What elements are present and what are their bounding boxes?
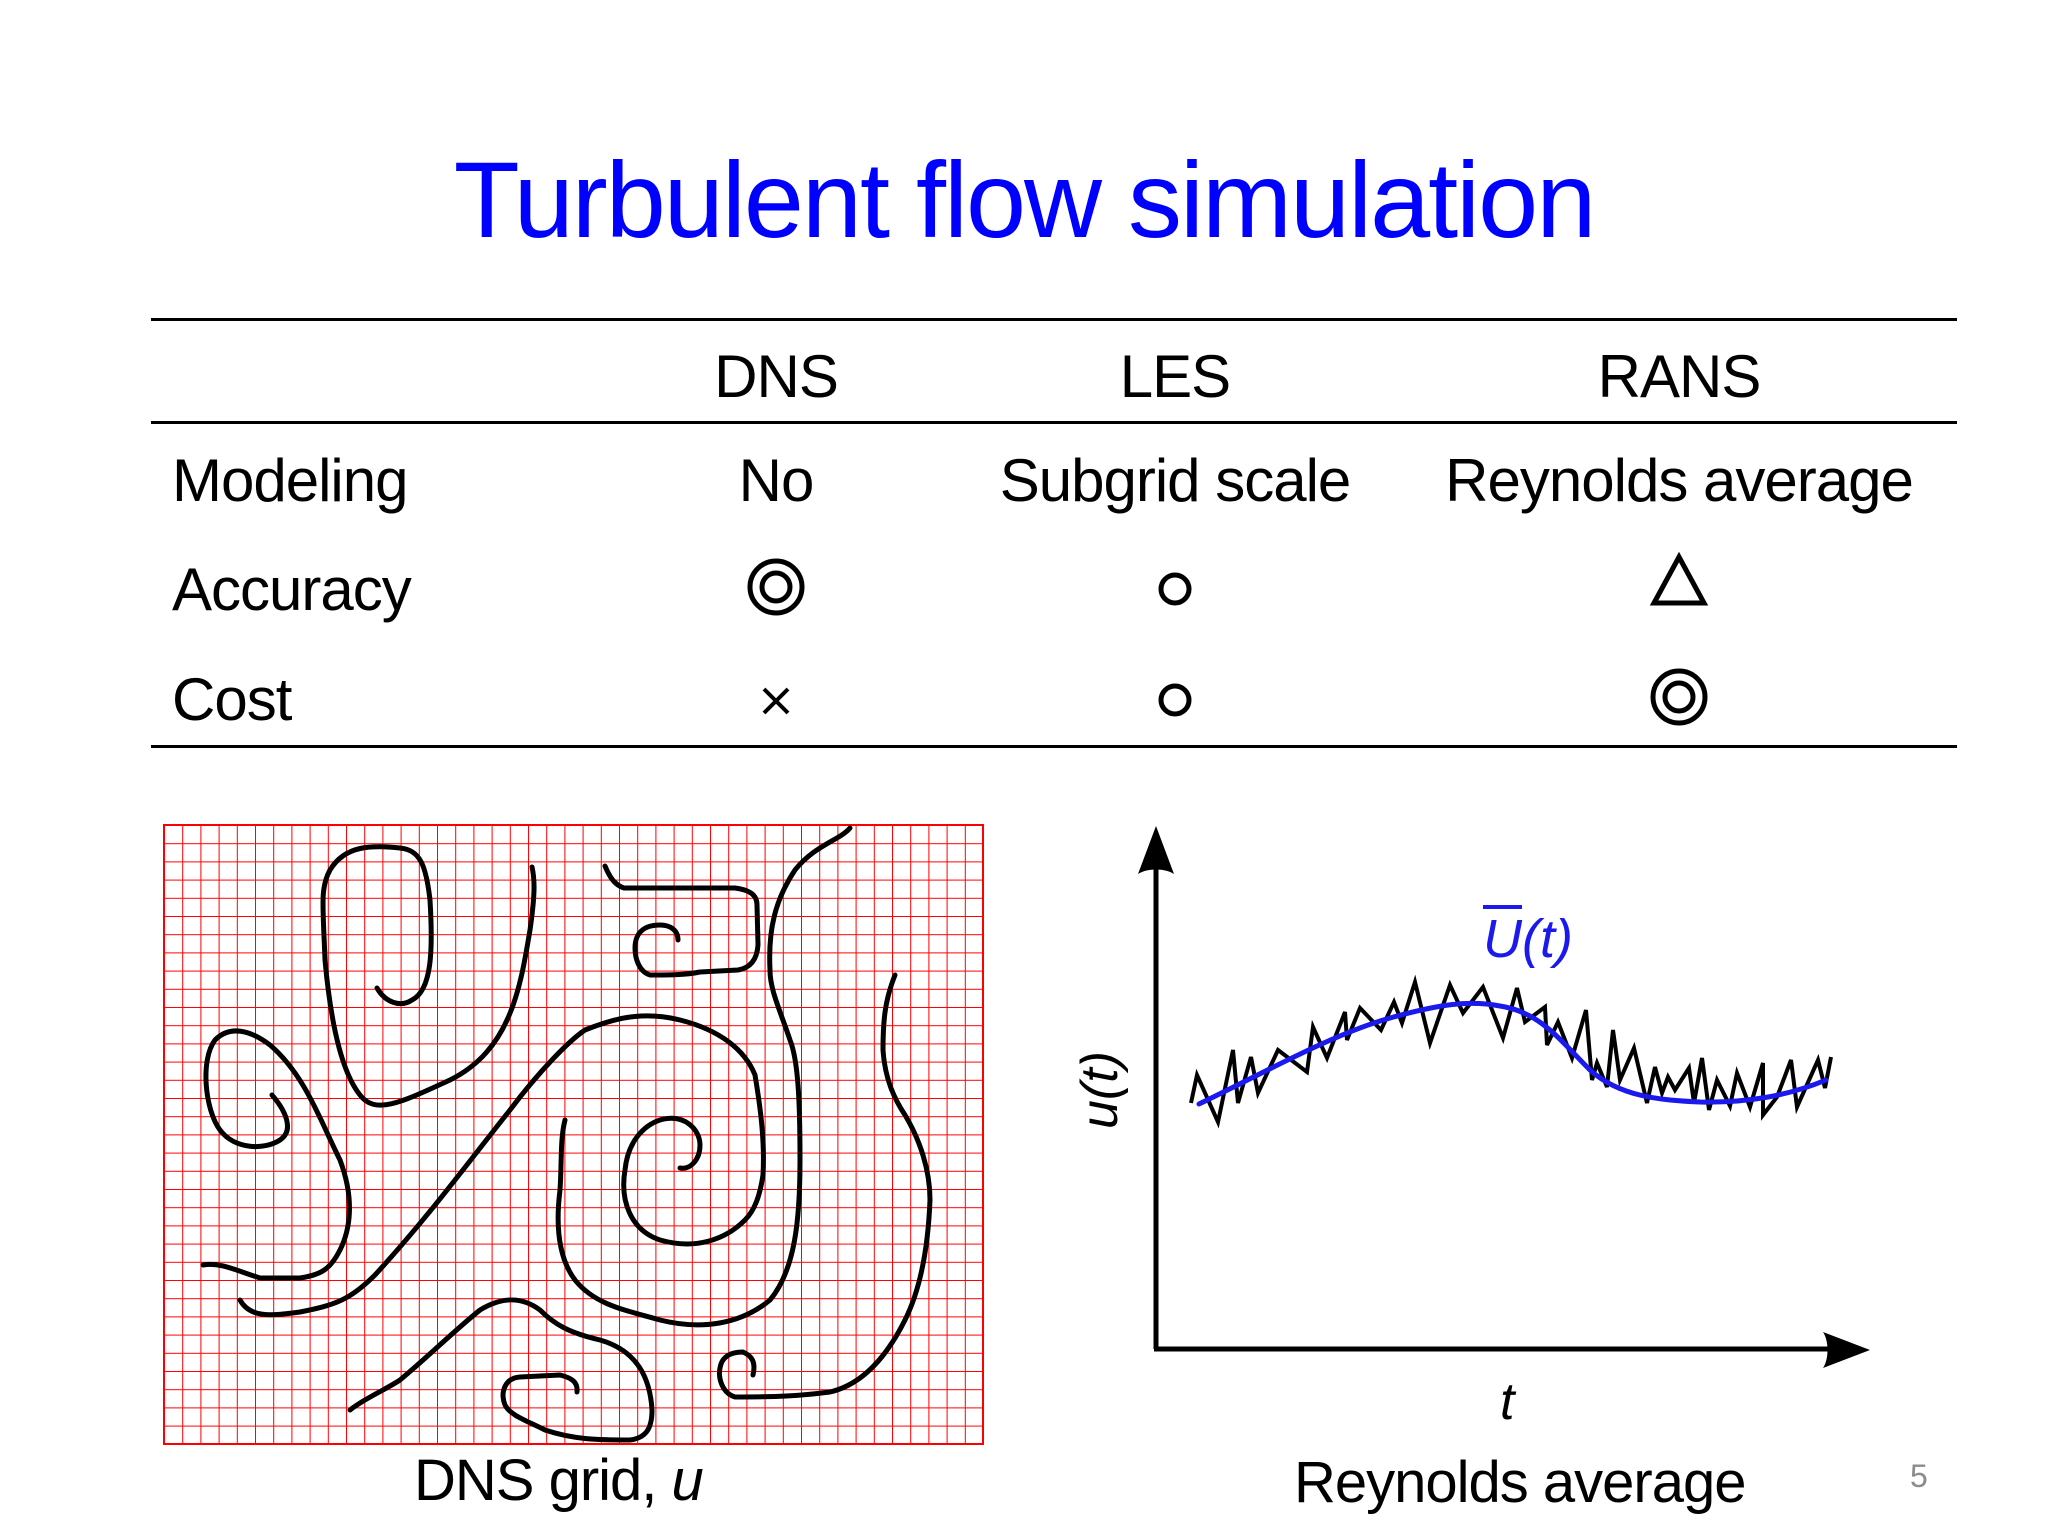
caption-text: DNS grid, (414, 1448, 672, 1513)
row-label-accuracy: Accuracy (172, 556, 412, 623)
mean-curve-line (1196, 1000, 1829, 1107)
page-number: 5 (1910, 1458, 1928, 1494)
circle-icon (1158, 683, 1192, 717)
y-axis (1138, 826, 1174, 1349)
mean-label-argument: (t) (1522, 909, 1573, 969)
arrow-up-icon (1138, 826, 1174, 874)
x-axis (1154, 1332, 1870, 1368)
column-header-les: LES (1119, 343, 1231, 410)
table-top-rule (151, 318, 1957, 321)
row-label-modeling: Modeling (172, 447, 408, 514)
cross-icon (762, 687, 790, 715)
circle-icon (1158, 572, 1192, 606)
vortex-strokes (200, 825, 933, 1443)
mean-curve-label: U(t) (1483, 904, 1573, 974)
table-bottom-rule (151, 745, 1957, 748)
x-axis-label: t (1500, 1373, 1515, 1431)
double-circle-icon (747, 558, 805, 616)
triangle-icon (1649, 551, 1709, 606)
y-axis-label: u(t) (1071, 1051, 1129, 1129)
reynolds-average-caption: Reynolds average (1294, 1450, 1747, 1515)
dns-grid-caption: DNS grid, u (414, 1448, 704, 1514)
cell-modeling-rans: Reynolds average (1445, 447, 1914, 514)
cell-modeling-les: Subgrid scale (999, 447, 1352, 514)
caption-variable: u (671, 1448, 704, 1513)
slide-title: Turbulent flow simulation (453, 139, 1597, 260)
double-circle-icon (1650, 668, 1708, 726)
column-header-rans: RANS (1597, 343, 1762, 410)
column-header-dns: DNS (714, 343, 839, 410)
arrow-right-icon (1823, 1332, 1870, 1368)
table-header-rule (151, 421, 1957, 424)
row-label-cost: Cost (172, 666, 292, 733)
cell-modeling-dns: No (738, 447, 815, 514)
mean-label-variable: U (1483, 909, 1522, 969)
instantaneous-signal-line (1189, 974, 1833, 1129)
